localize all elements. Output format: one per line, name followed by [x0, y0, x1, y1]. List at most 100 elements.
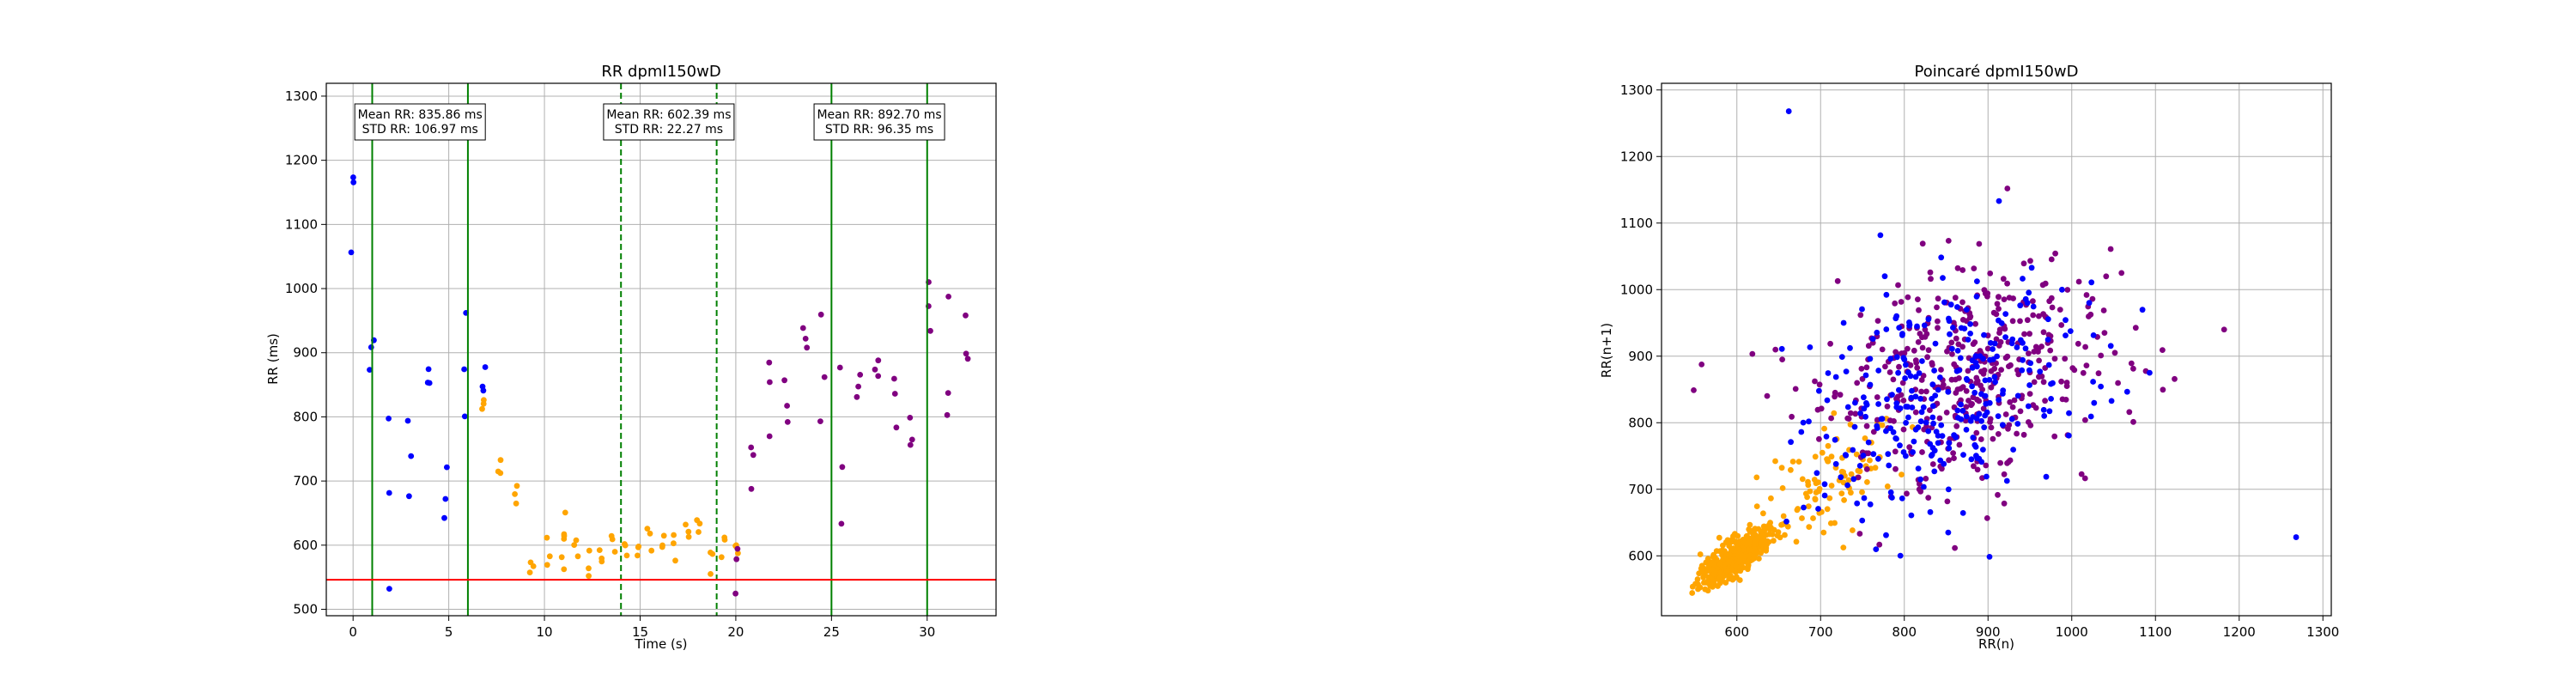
data-point	[854, 393, 860, 400]
data-point	[479, 405, 485, 412]
data-point	[1938, 422, 1945, 429]
data-point	[1919, 344, 1926, 351]
data-point	[1996, 306, 2002, 312]
data-point	[1856, 531, 1863, 537]
data-point	[1918, 409, 1925, 416]
data-point	[2046, 298, 2053, 305]
data-point	[1874, 394, 1880, 400]
data-point	[1946, 440, 1953, 447]
data-point	[2052, 250, 2059, 257]
data-point	[1900, 449, 1907, 455]
data-point	[672, 557, 678, 564]
data-point	[350, 179, 357, 185]
data-point	[1936, 415, 1943, 422]
data-point	[1937, 374, 1943, 380]
data-point	[2126, 409, 2133, 416]
data-point	[2024, 300, 2031, 307]
data-point	[1927, 508, 1934, 515]
data-point	[1832, 374, 1839, 380]
data-point	[1779, 485, 1786, 491]
data-point	[1996, 198, 2002, 204]
stats-text: Mean RR: 892.70 ms	[817, 108, 941, 122]
data-point	[891, 391, 898, 397]
reference-lines	[326, 83, 996, 616]
stats-text: Mean RR: 835.86 ms	[358, 108, 483, 122]
data-point	[1832, 393, 1838, 400]
data-point	[1800, 419, 1807, 426]
data-point	[1882, 363, 1888, 370]
data-point	[1973, 429, 1980, 436]
data-point	[1982, 377, 1989, 384]
data-point	[647, 530, 653, 537]
data-point	[2009, 404, 2016, 410]
data-point	[1915, 339, 1922, 345]
data-point	[1974, 378, 1981, 384]
x-tick-label: 700	[1808, 624, 1833, 640]
data-point	[1870, 451, 1877, 458]
data-point	[1958, 416, 1965, 423]
data-point	[1981, 331, 1987, 338]
data-point	[1980, 405, 1987, 412]
data-point	[1710, 561, 1717, 568]
data-point	[1991, 374, 1998, 380]
data-point	[1753, 474, 1760, 481]
data-point	[1852, 399, 1858, 406]
data-point	[571, 542, 578, 548]
data-point	[1789, 413, 1795, 420]
data-point	[1874, 329, 1880, 336]
data-point	[1757, 533, 1764, 540]
data-point	[2036, 313, 2042, 319]
data-point	[839, 464, 846, 471]
y-tick-label: 1200	[1620, 149, 1653, 164]
data-point	[1881, 273, 1888, 280]
data-point	[1986, 554, 1993, 560]
data-point	[2035, 345, 2042, 352]
data-point	[1821, 492, 1828, 499]
data-point	[1945, 529, 1952, 536]
data-point	[1944, 498, 1951, 505]
data-point	[2160, 347, 2166, 353]
data-point	[1876, 541, 1883, 548]
data-point	[2063, 380, 2070, 386]
data-point	[1917, 331, 1923, 337]
data-point	[2027, 360, 2034, 367]
data-point	[2002, 311, 2009, 317]
data-point	[1972, 360, 1979, 366]
data-point	[1827, 520, 1834, 526]
data-point	[1921, 322, 1928, 329]
data-point	[1850, 447, 1856, 453]
data-point	[733, 556, 740, 562]
data-point	[1907, 362, 1914, 368]
data-point	[2004, 353, 2011, 360]
data-point	[1806, 524, 1813, 530]
data-point	[1824, 456, 1831, 463]
data-point	[1990, 346, 1996, 352]
data-point	[1896, 386, 1902, 393]
data-point	[1945, 388, 1952, 395]
data-point	[513, 500, 519, 507]
y-tick-label: 600	[293, 538, 318, 553]
data-point	[1702, 586, 1709, 593]
y-tick-label: 1300	[1620, 82, 1653, 98]
x-tick-label: 20	[727, 624, 744, 640]
data-point	[2047, 347, 2054, 354]
data-point	[2098, 383, 2105, 390]
data-point	[1889, 392, 1895, 398]
data-point	[1788, 466, 1794, 473]
y-tick-label: 1000	[285, 281, 318, 296]
data-point	[1956, 441, 1963, 448]
data-point	[1893, 400, 1900, 406]
data-point	[1967, 321, 1974, 327]
y-tick-label: 900	[293, 345, 318, 361]
data-point	[1917, 476, 1924, 483]
y-tick-label: 1100	[285, 216, 318, 232]
data-point	[1845, 416, 1852, 422]
data-point	[1898, 299, 1905, 305]
data-point	[2062, 356, 2069, 362]
data-point	[1857, 312, 1864, 319]
data-point	[1901, 356, 1908, 362]
data-point	[1887, 356, 1894, 362]
data-point	[908, 436, 915, 443]
data-point	[696, 529, 702, 535]
